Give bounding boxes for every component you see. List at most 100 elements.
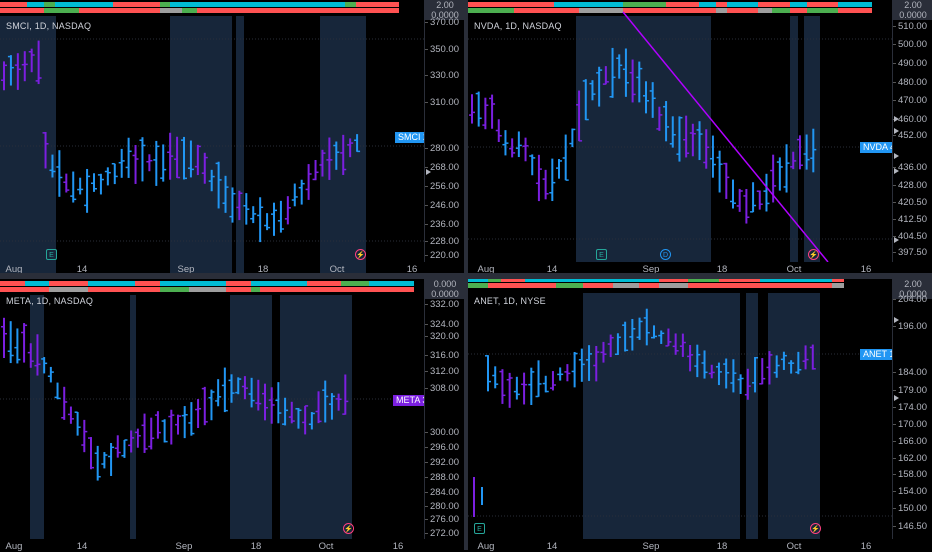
indicator-value-top: 2.00 xyxy=(893,0,932,10)
flash-event-icon[interactable]: ⚡ xyxy=(355,249,366,260)
indicator-block xyxy=(55,8,79,13)
y-tick: 170.00 xyxy=(893,419,932,430)
x-tick: 14 xyxy=(76,264,88,275)
price-axis-meta[interactable]: 0.000 0.0000 332.00 324.00 320.00 316.00… xyxy=(424,279,465,539)
alert-arrow-icon xyxy=(426,169,431,175)
earnings-icon[interactable]: E xyxy=(596,249,607,260)
indicator-block xyxy=(556,283,566,288)
indicator-block xyxy=(488,283,501,288)
y-tick: 162.00 xyxy=(893,453,932,464)
y-tick: 412.50 xyxy=(893,214,932,225)
session-highlight xyxy=(30,295,44,539)
chart-pane-nvda[interactable]: NVDA, 1D, NASDAQ xyxy=(468,0,892,262)
y-tick: 428.00 xyxy=(893,180,932,191)
time-axis-smci[interactable]: Aug 14 Sep 18 Oct 16 xyxy=(0,262,424,275)
indicator-block xyxy=(727,8,758,13)
indicator-block xyxy=(688,279,719,282)
dividend-icon[interactable]: D xyxy=(660,249,671,260)
indicator-block xyxy=(88,287,135,292)
indicator-block xyxy=(501,279,525,282)
x-tick: 18 xyxy=(716,264,728,275)
x-tick: Sep xyxy=(177,264,195,275)
indicator-block xyxy=(27,2,44,7)
indicator-block xyxy=(130,2,160,7)
y-tick: 246.00 xyxy=(425,200,465,211)
session-highlight xyxy=(130,295,136,539)
indicator-block xyxy=(356,2,399,7)
time-axis-nvda[interactable]: Aug 14 Sep 18 Oct 16 xyxy=(468,262,892,275)
indicator-block xyxy=(797,279,832,282)
indicator-block xyxy=(182,2,197,7)
anet-price-chart[interactable] xyxy=(468,279,892,539)
indicator-block xyxy=(49,287,88,292)
pane-title: ANET, 1D, NYSE xyxy=(474,296,546,306)
price-axis-anet[interactable]: 2.00 0.0000 204.00 196.00 184.00 179.00 … xyxy=(892,279,932,539)
flash-event-icon[interactable]: ⚡ xyxy=(808,249,819,260)
indicator-block xyxy=(189,287,226,292)
earnings-icon[interactable]: E xyxy=(46,249,57,260)
indicator-block xyxy=(807,8,838,13)
indicator-block xyxy=(160,8,170,13)
price-axis-smci[interactable]: 2.00 0.0000 370.00 350.00 330.00 310.00 … xyxy=(424,0,465,262)
indicator-block xyxy=(0,8,27,13)
indicator-block xyxy=(579,8,594,13)
chart-pane-meta[interactable]: META, 1D, NASDAQ xyxy=(0,279,424,539)
x-tick: 14 xyxy=(76,541,88,552)
indicator-block xyxy=(613,279,639,282)
indicator-block xyxy=(130,8,160,13)
y-tick: 272.00 xyxy=(425,528,465,539)
session-highlight xyxy=(170,16,232,273)
indicator-block xyxy=(758,2,772,7)
alert-arrow-icon xyxy=(894,317,899,323)
indicator-block xyxy=(345,2,356,7)
indicator-block xyxy=(659,279,688,282)
indicator-block xyxy=(716,8,727,13)
indicator-block xyxy=(160,2,170,7)
x-tick: 14 xyxy=(546,264,558,275)
y-tick: 174.00 xyxy=(893,402,932,413)
trendline xyxy=(622,11,829,262)
y-tick: 470.00 xyxy=(893,95,932,106)
indicator-block xyxy=(772,2,790,7)
indicator-block xyxy=(719,283,760,288)
chart-pane-smci[interactable]: SMCI, 1D, NASDAQ SMCI 287.60 xyxy=(0,0,424,273)
indicator-block xyxy=(25,281,49,286)
y-tick: 452.00 xyxy=(893,130,932,141)
chart-pane-anet[interactable]: ANET, 1D, NYSE xyxy=(468,279,892,539)
y-tick: 310.00 xyxy=(425,97,465,108)
x-tick: Sep xyxy=(642,541,660,552)
smci-price-chart[interactable] xyxy=(0,0,424,273)
price-axis-nvda[interactable]: 2.00 0.0000 510.00 500.00 490.00 480.00 … xyxy=(892,0,932,262)
indicator-block xyxy=(659,283,688,288)
x-tick: 16 xyxy=(392,541,404,552)
indicator-block xyxy=(27,8,44,13)
indicator-block xyxy=(345,8,356,13)
y-tick: 332.00 xyxy=(425,299,465,310)
alert-arrow-icon xyxy=(894,168,899,174)
indicator-block xyxy=(525,283,556,288)
flash-event-icon[interactable]: ⚡ xyxy=(343,523,354,534)
alert-arrow-icon xyxy=(894,128,899,134)
indicator-block xyxy=(579,2,594,7)
indicator-block xyxy=(278,2,307,7)
nvda-price-chart[interactable] xyxy=(468,0,892,262)
pane-divider-horizontal[interactable] xyxy=(0,273,932,279)
x-tick: 16 xyxy=(860,264,872,275)
time-axis-meta[interactable]: Aug 14 Sep 18 Oct 16 xyxy=(0,539,424,552)
indicator-block xyxy=(88,281,135,286)
y-tick: 184.00 xyxy=(893,367,932,378)
y-tick: 296.00 xyxy=(425,442,465,453)
indicator-block xyxy=(832,279,844,282)
flash-event-icon[interactable]: ⚡ xyxy=(810,523,821,534)
x-tick: Sep xyxy=(175,541,193,552)
indicator-block xyxy=(838,2,872,7)
y-tick: 256.00 xyxy=(425,181,465,192)
earnings-icon[interactable]: E xyxy=(474,523,485,534)
time-axis-anet[interactable]: Aug 14 Sep 18 Oct 16 xyxy=(468,539,892,552)
meta-price-chart[interactable] xyxy=(0,279,424,539)
session-highlight xyxy=(583,293,740,539)
last-price-label: META 304.79 xyxy=(393,395,453,406)
indicator-block xyxy=(797,283,832,288)
alert-arrow-icon xyxy=(894,237,899,243)
y-tick: 280.00 xyxy=(425,501,465,512)
